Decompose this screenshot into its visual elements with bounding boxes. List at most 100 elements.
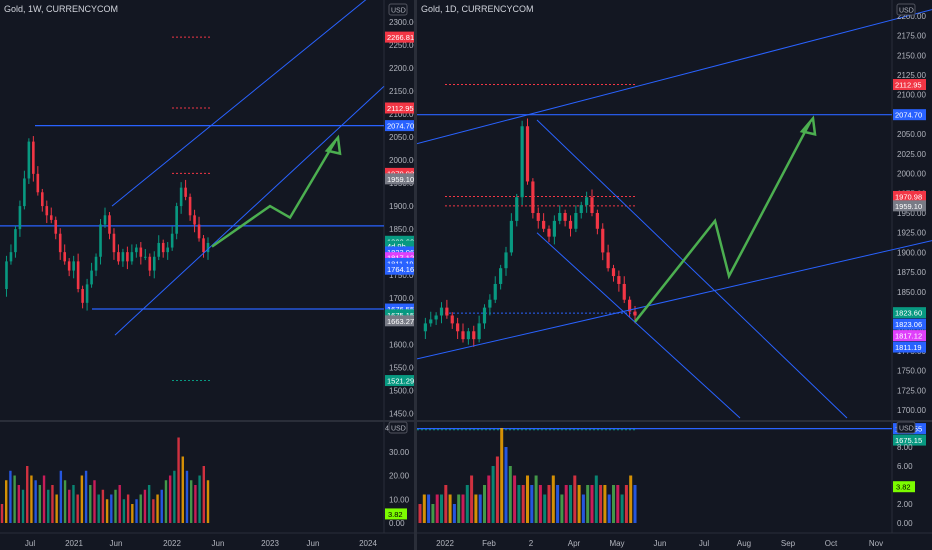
price-badge xyxy=(385,252,414,264)
volume-bar xyxy=(633,485,637,523)
volume-bar xyxy=(487,475,491,523)
candle-body xyxy=(108,215,111,234)
right-chart-title: Gold, 1D, CURRENCYCOM xyxy=(421,4,534,14)
price-tick-label: 1700.00 xyxy=(897,406,926,415)
volume-currency-tag: USD xyxy=(899,426,914,433)
time-tick-label: 2 xyxy=(529,539,534,548)
candle-body xyxy=(547,228,551,237)
price-tick-label: 1750.00 xyxy=(897,367,926,376)
projection-arrow xyxy=(211,140,337,248)
candle-body xyxy=(423,323,427,332)
volume-bar xyxy=(590,485,594,523)
price-badge xyxy=(893,318,926,330)
pane-divider[interactable] xyxy=(414,0,417,550)
volume-bar xyxy=(177,437,180,523)
time-tick-label: Feb xyxy=(482,539,496,548)
volume-bar xyxy=(620,494,624,523)
time-tick-label: 2022 xyxy=(436,539,454,548)
price-badge xyxy=(385,102,414,114)
candle-body xyxy=(472,331,476,340)
volume-bar xyxy=(21,489,25,523)
volume-bar xyxy=(38,485,42,523)
projection-arrow-head xyxy=(799,115,817,136)
projection-arrow xyxy=(634,121,812,323)
price-tick-label: 1900.00 xyxy=(389,202,414,211)
time-tick-label: May xyxy=(609,539,624,548)
candle-body xyxy=(58,233,62,253)
candle-body xyxy=(5,261,8,290)
price-tick-label: 2050.00 xyxy=(897,130,926,139)
candle-body xyxy=(130,252,134,262)
trend-line xyxy=(536,119,848,419)
price-badge xyxy=(385,240,414,252)
price-badge-label: 1823.60 xyxy=(895,309,922,318)
candle-body xyxy=(157,242,161,257)
candle-body xyxy=(36,173,40,193)
volume-bar xyxy=(612,485,615,523)
volume-bar xyxy=(202,466,205,523)
volume-bar xyxy=(68,489,71,523)
time-tick-label: Apr xyxy=(568,539,581,548)
trend-line xyxy=(417,9,932,145)
candle-body xyxy=(90,270,93,285)
time-tick-label: Jun xyxy=(307,539,320,548)
volume-bar xyxy=(624,485,628,523)
price-badge xyxy=(893,434,926,446)
price-badge xyxy=(385,309,414,321)
price-tick-label: 1925.00 xyxy=(897,229,926,238)
volume-bar xyxy=(517,485,521,523)
candle-body xyxy=(456,323,460,332)
candle-body xyxy=(617,276,621,284)
candle-body xyxy=(126,252,129,262)
volume-bar xyxy=(495,456,499,523)
volume-bar xyxy=(603,485,607,523)
volume-bar xyxy=(521,485,525,523)
candle-body xyxy=(184,187,187,197)
currency-tag-box xyxy=(896,3,916,16)
right-chart-pane[interactable]: Gold, 1D, CURRENCYCOM 2200.00 2175.00 2150… xyxy=(417,0,932,550)
volume-bar xyxy=(118,485,121,523)
candle-body xyxy=(67,261,71,271)
candle-body xyxy=(121,252,125,262)
candle-body xyxy=(504,252,508,269)
candle-body xyxy=(515,197,519,221)
volume-badge xyxy=(385,508,407,520)
candle-body xyxy=(499,268,503,284)
volume-bar xyxy=(560,494,564,523)
trend-line xyxy=(536,232,741,419)
volume-bar xyxy=(164,480,168,523)
price-badge xyxy=(385,375,414,387)
candle-body xyxy=(552,220,556,237)
candle-body xyxy=(482,307,487,324)
price-badge-label: 1811.19 xyxy=(895,343,922,352)
candle-body xyxy=(175,206,178,234)
candle-body xyxy=(429,319,433,324)
candle-body xyxy=(622,283,626,300)
price-tick-label: 2000.00 xyxy=(897,170,926,179)
price-badge xyxy=(385,173,414,185)
price-badge-label: 1959.10 xyxy=(387,175,414,184)
candle-body xyxy=(493,283,497,300)
candle-body xyxy=(23,178,26,207)
price-badge-label: 1823.06 xyxy=(895,320,922,329)
volume-bar xyxy=(84,470,88,523)
left-chart-canvas[interactable]: 2300.00 2250.00 2200.00 2150.00 2100.00 2050.… xyxy=(0,0,414,550)
trend-line xyxy=(417,240,932,360)
volume-badge xyxy=(893,481,915,493)
candle-body xyxy=(166,247,169,253)
volume-bar xyxy=(173,470,176,523)
volume-bar xyxy=(156,494,159,523)
price-tick-label: 2200.00 xyxy=(897,12,926,21)
volume-bar xyxy=(461,494,465,523)
price-tick-label: 2150.00 xyxy=(897,51,926,60)
volume-bar xyxy=(594,475,598,523)
volume-bar xyxy=(194,485,197,523)
left-chart-pane[interactable]: Gold, 1W, CURRENCYCOM 2300.00 2250.00 2200… xyxy=(0,0,414,550)
right-chart-canvas[interactable]: 2200.002175.002150.002125.002100.002075.… xyxy=(417,0,932,550)
volume-tick-label: 2.00 xyxy=(897,500,913,509)
volume-bar xyxy=(440,494,443,523)
candle-body xyxy=(202,238,205,253)
price-tick-label: 1750.00 xyxy=(389,271,414,280)
volume-bar xyxy=(513,475,517,523)
volume-bar xyxy=(114,489,117,523)
